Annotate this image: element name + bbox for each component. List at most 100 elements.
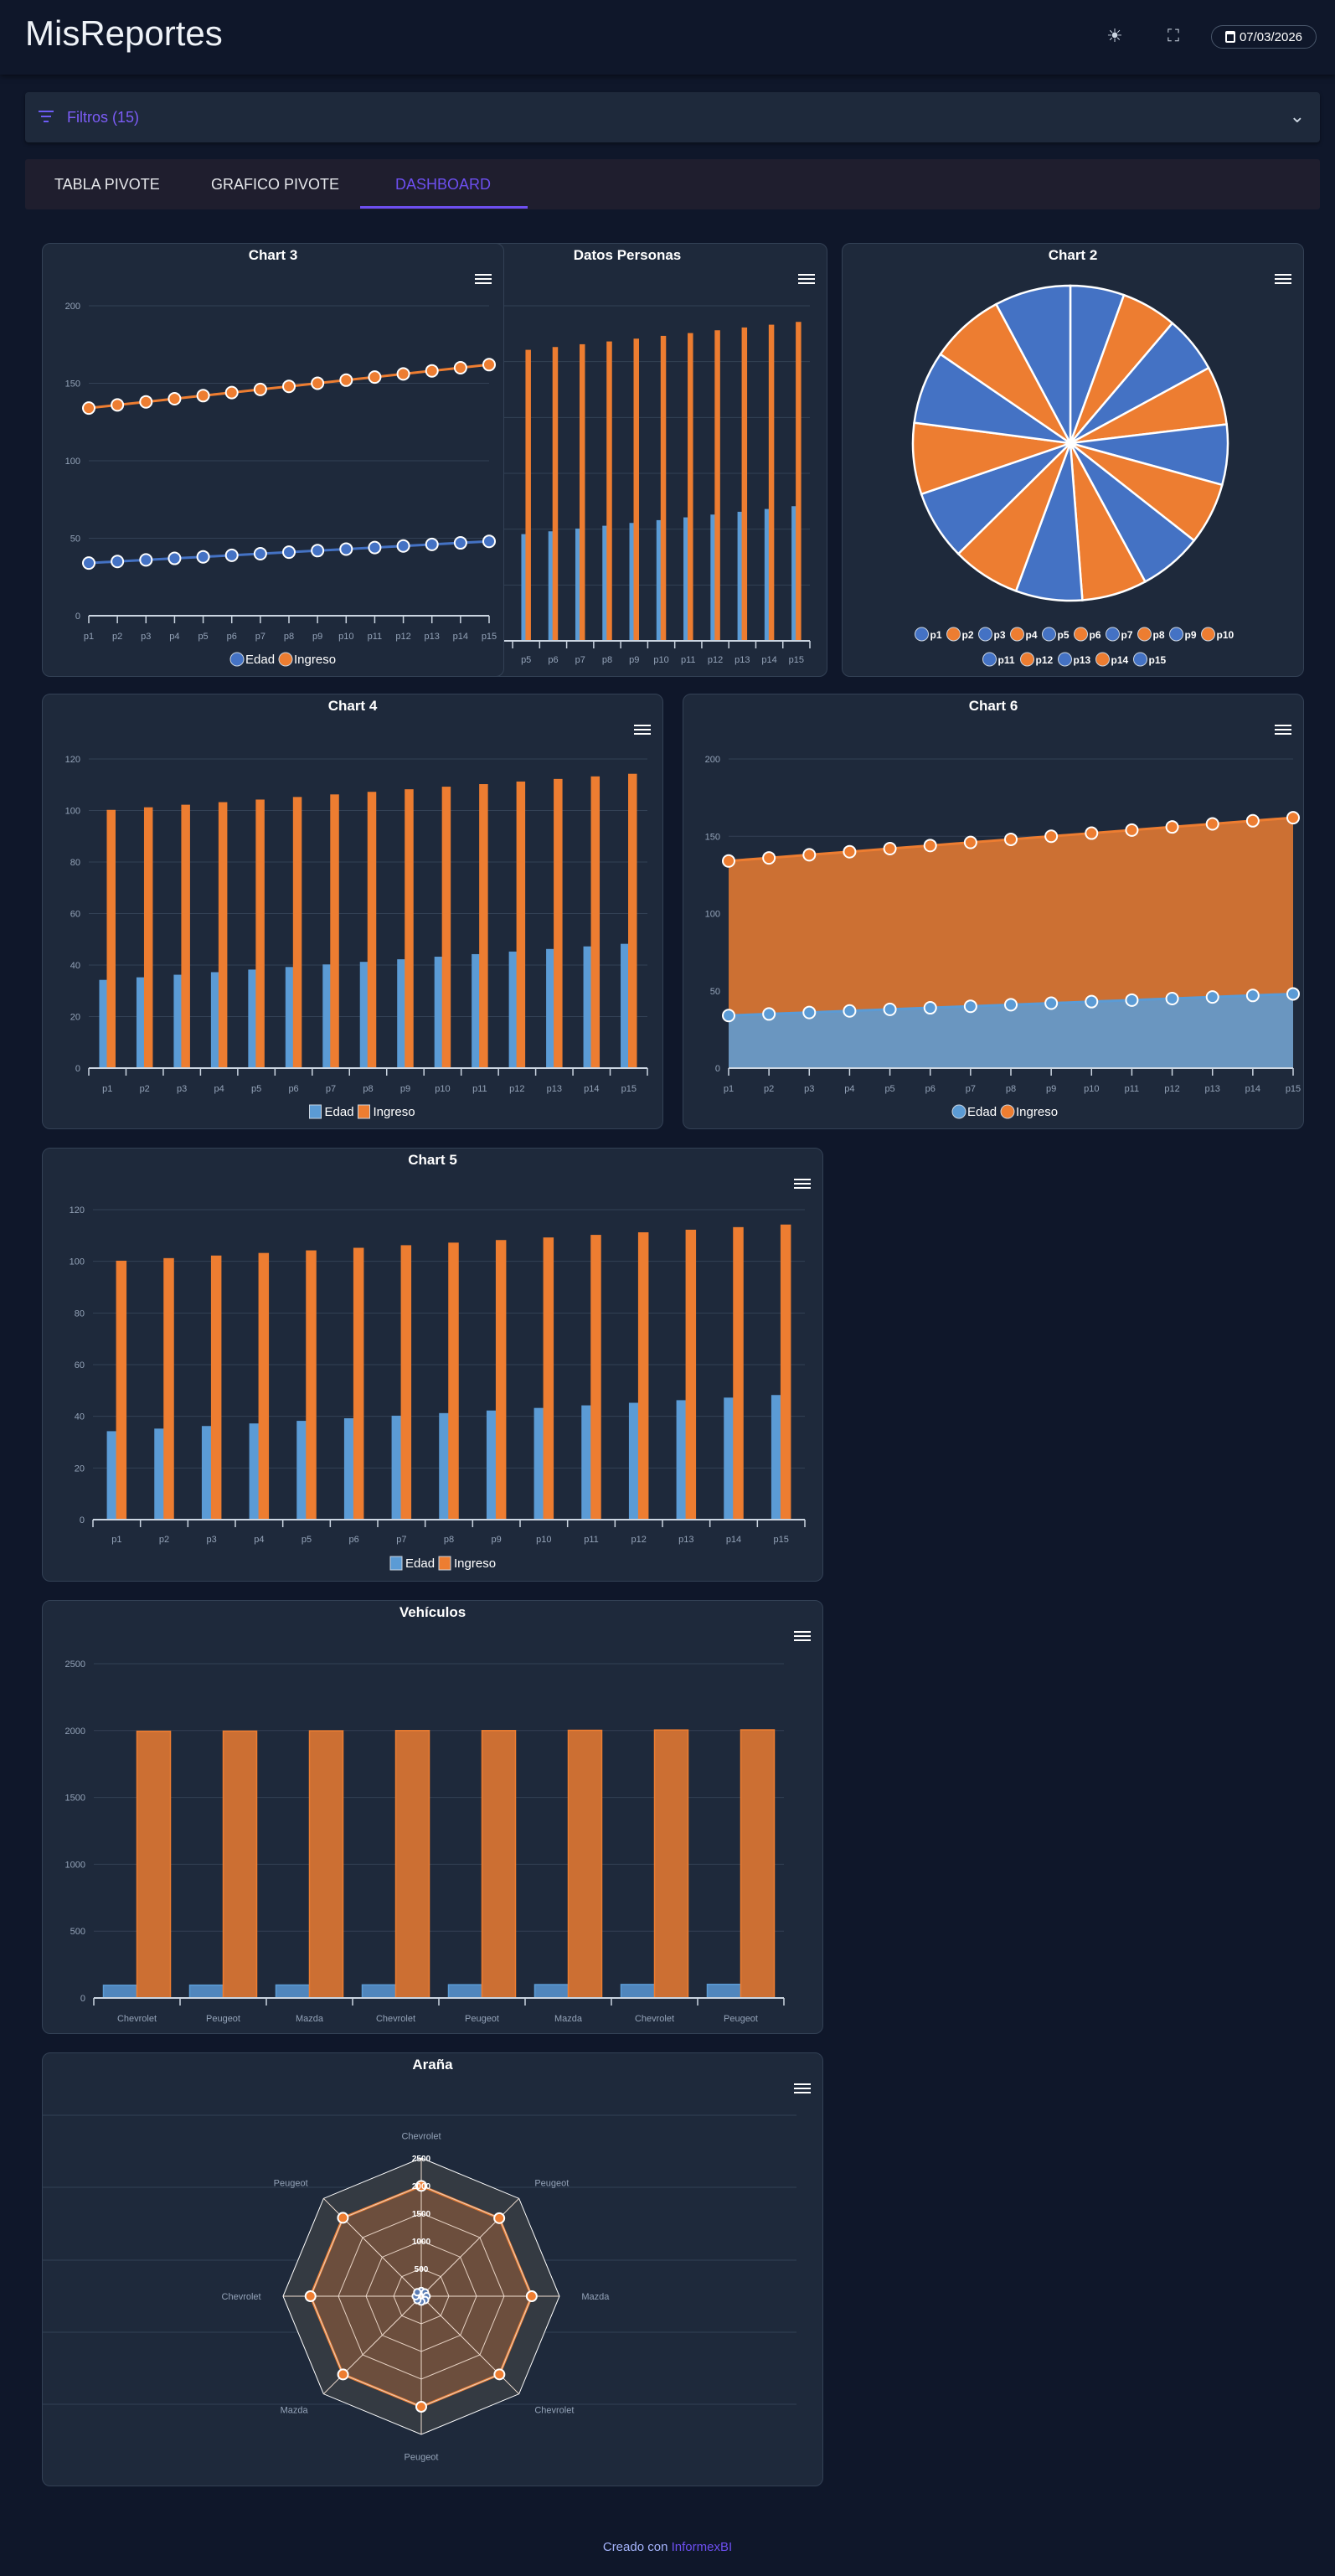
bar-ingreso	[590, 776, 600, 1069]
chevron-down-icon[interactable]: ⌄	[1289, 106, 1305, 126]
x-tick-label: p5	[884, 1084, 894, 1094]
y-tick-label: 0	[715, 1064, 720, 1074]
bar-edad	[724, 1397, 735, 1520]
x-tick-label: p2	[764, 1084, 774, 1094]
menu-icon[interactable]	[634, 725, 651, 736]
x-tick-label: p5	[521, 655, 531, 665]
bar-ingreso	[688, 333, 693, 642]
x-tick-label: p2	[112, 632, 122, 642]
legend-label: p12	[1036, 654, 1054, 666]
point-ingreso	[311, 376, 325, 390]
point-ingreso	[1044, 829, 1059, 844]
y-tick-label: 60	[75, 1360, 85, 1371]
bar-ingreso	[106, 809, 116, 1069]
bar-ingreso	[292, 797, 302, 1069]
point-ingreso	[923, 839, 937, 853]
bar-edad	[397, 959, 406, 1069]
x-tick-label: p8	[444, 1535, 454, 1545]
radar-axis-label: Peugeot	[405, 2452, 439, 2462]
bar-ingreso	[181, 804, 190, 1069]
point-ingreso	[253, 382, 267, 396]
x-tick-label: p4	[214, 1084, 224, 1094]
point-ingreso	[282, 379, 296, 394]
x-tick-label: p3	[207, 1535, 217, 1545]
fullscreen-icon[interactable]: ⛶	[1167, 27, 1179, 45]
point-edad	[883, 1002, 897, 1016]
y-tick-label: 50	[710, 987, 720, 997]
x-tick-label: p6	[288, 1084, 298, 1094]
tab-grafico-pivote[interactable]: GRAFICO PIVOTE	[211, 176, 340, 193]
legend-label: p13	[1074, 654, 1091, 666]
bar-edad	[771, 1395, 782, 1520]
bar-series1	[136, 1730, 172, 1999]
chart-card-chart3: 0 50 100 150 200 p1 p2 p3 p4 p5 p6 p7 p8 p9 p10 p11 p12 p…	[42, 243, 504, 677]
bar-ingreso	[554, 778, 563, 1069]
x-tick-label: p10	[338, 632, 353, 642]
chart-title: Datos Personas	[573, 247, 682, 263]
legend-marker	[1133, 652, 1147, 667]
legend-marker	[309, 1104, 322, 1119]
point-edad	[722, 1009, 735, 1023]
legend-label: p3	[994, 629, 1006, 641]
legend-marker	[278, 652, 293, 667]
tab-tabla-pivote[interactable]: TABLA PIVOTE	[54, 176, 160, 193]
radar-tick-label: 2000	[412, 2182, 431, 2191]
x-tick-label: p3	[804, 1084, 814, 1094]
point-ingreso	[453, 361, 467, 374]
point-ingreso	[1125, 823, 1139, 837]
area-ingreso	[729, 818, 1293, 1016]
menu-icon[interactable]	[1275, 725, 1291, 736]
x-tick-label: p14	[453, 632, 468, 642]
sun-icon[interactable]: ☀	[1106, 25, 1123, 46]
app-title: MisReportes	[25, 13, 223, 53]
point-edad	[311, 544, 325, 558]
bar-ingreso	[780, 1224, 791, 1520]
tab-dashboard[interactable]: DASHBOARD	[395, 176, 492, 193]
x-tick-label: p12	[1164, 1084, 1179, 1094]
app-header: MisReportes ☀ ⛶ 07/03/2026	[0, 0, 1335, 75]
x-tick-label: p11	[472, 1084, 487, 1094]
point-ingreso	[139, 395, 153, 409]
y-tick-label: 200	[705, 755, 720, 765]
legend-label: p1	[930, 629, 942, 641]
x-tick-label: p4	[169, 632, 179, 642]
bar-ingreso	[543, 1237, 554, 1520]
point-ingreso	[1286, 811, 1300, 825]
menu-icon[interactable]	[794, 2083, 811, 2095]
x-tick-label: p9	[312, 632, 322, 642]
y-tick-label: 500	[70, 1927, 85, 1937]
bar-ingreso	[714, 330, 720, 642]
bar-edad	[173, 974, 183, 1069]
x-tick-label: p8	[363, 1084, 373, 1094]
menu-icon[interactable]	[798, 274, 815, 286]
legend-label: p15	[1149, 654, 1167, 666]
menu-icon[interactable]	[794, 1631, 811, 1643]
bar-edad	[99, 979, 108, 1069]
legend-marker	[1095, 652, 1110, 667]
y-tick-label: 50	[70, 534, 80, 545]
filters-panel[interactable]: Filtros (15) ⌄	[25, 92, 1320, 142]
y-tick-label: 100	[70, 1257, 85, 1267]
bar-series1	[394, 1730, 430, 1999]
bar-edad	[296, 1421, 307, 1520]
menu-icon[interactable]	[475, 274, 492, 286]
footer-brand-link[interactable]: InformexBI	[671, 2540, 733, 2554]
date-button[interactable]: 07/03/2026	[1211, 25, 1317, 49]
x-tick-label: Peugeot	[465, 2014, 499, 2024]
x-tick-label: p8	[1006, 1084, 1016, 1094]
y-tick-label: 40	[75, 1412, 85, 1422]
x-tick-label: p12	[395, 632, 410, 642]
point-edad	[139, 553, 153, 567]
chart-title: Chart 2	[1048, 247, 1098, 263]
legend-label: Edad	[325, 1105, 354, 1119]
legend-label: Ingreso	[454, 1556, 496, 1571]
x-tick-label: p6	[925, 1084, 936, 1094]
menu-icon[interactable]	[1275, 274, 1291, 286]
radar-point	[337, 2368, 349, 2381]
radar-tick-label: 0	[419, 2293, 424, 2302]
bar-edad	[285, 967, 295, 1069]
x-tick-label: p5	[302, 1535, 312, 1545]
bar-edad	[628, 1402, 640, 1520]
legend-label: p14	[1111, 654, 1129, 666]
menu-icon[interactable]	[794, 1179, 811, 1190]
